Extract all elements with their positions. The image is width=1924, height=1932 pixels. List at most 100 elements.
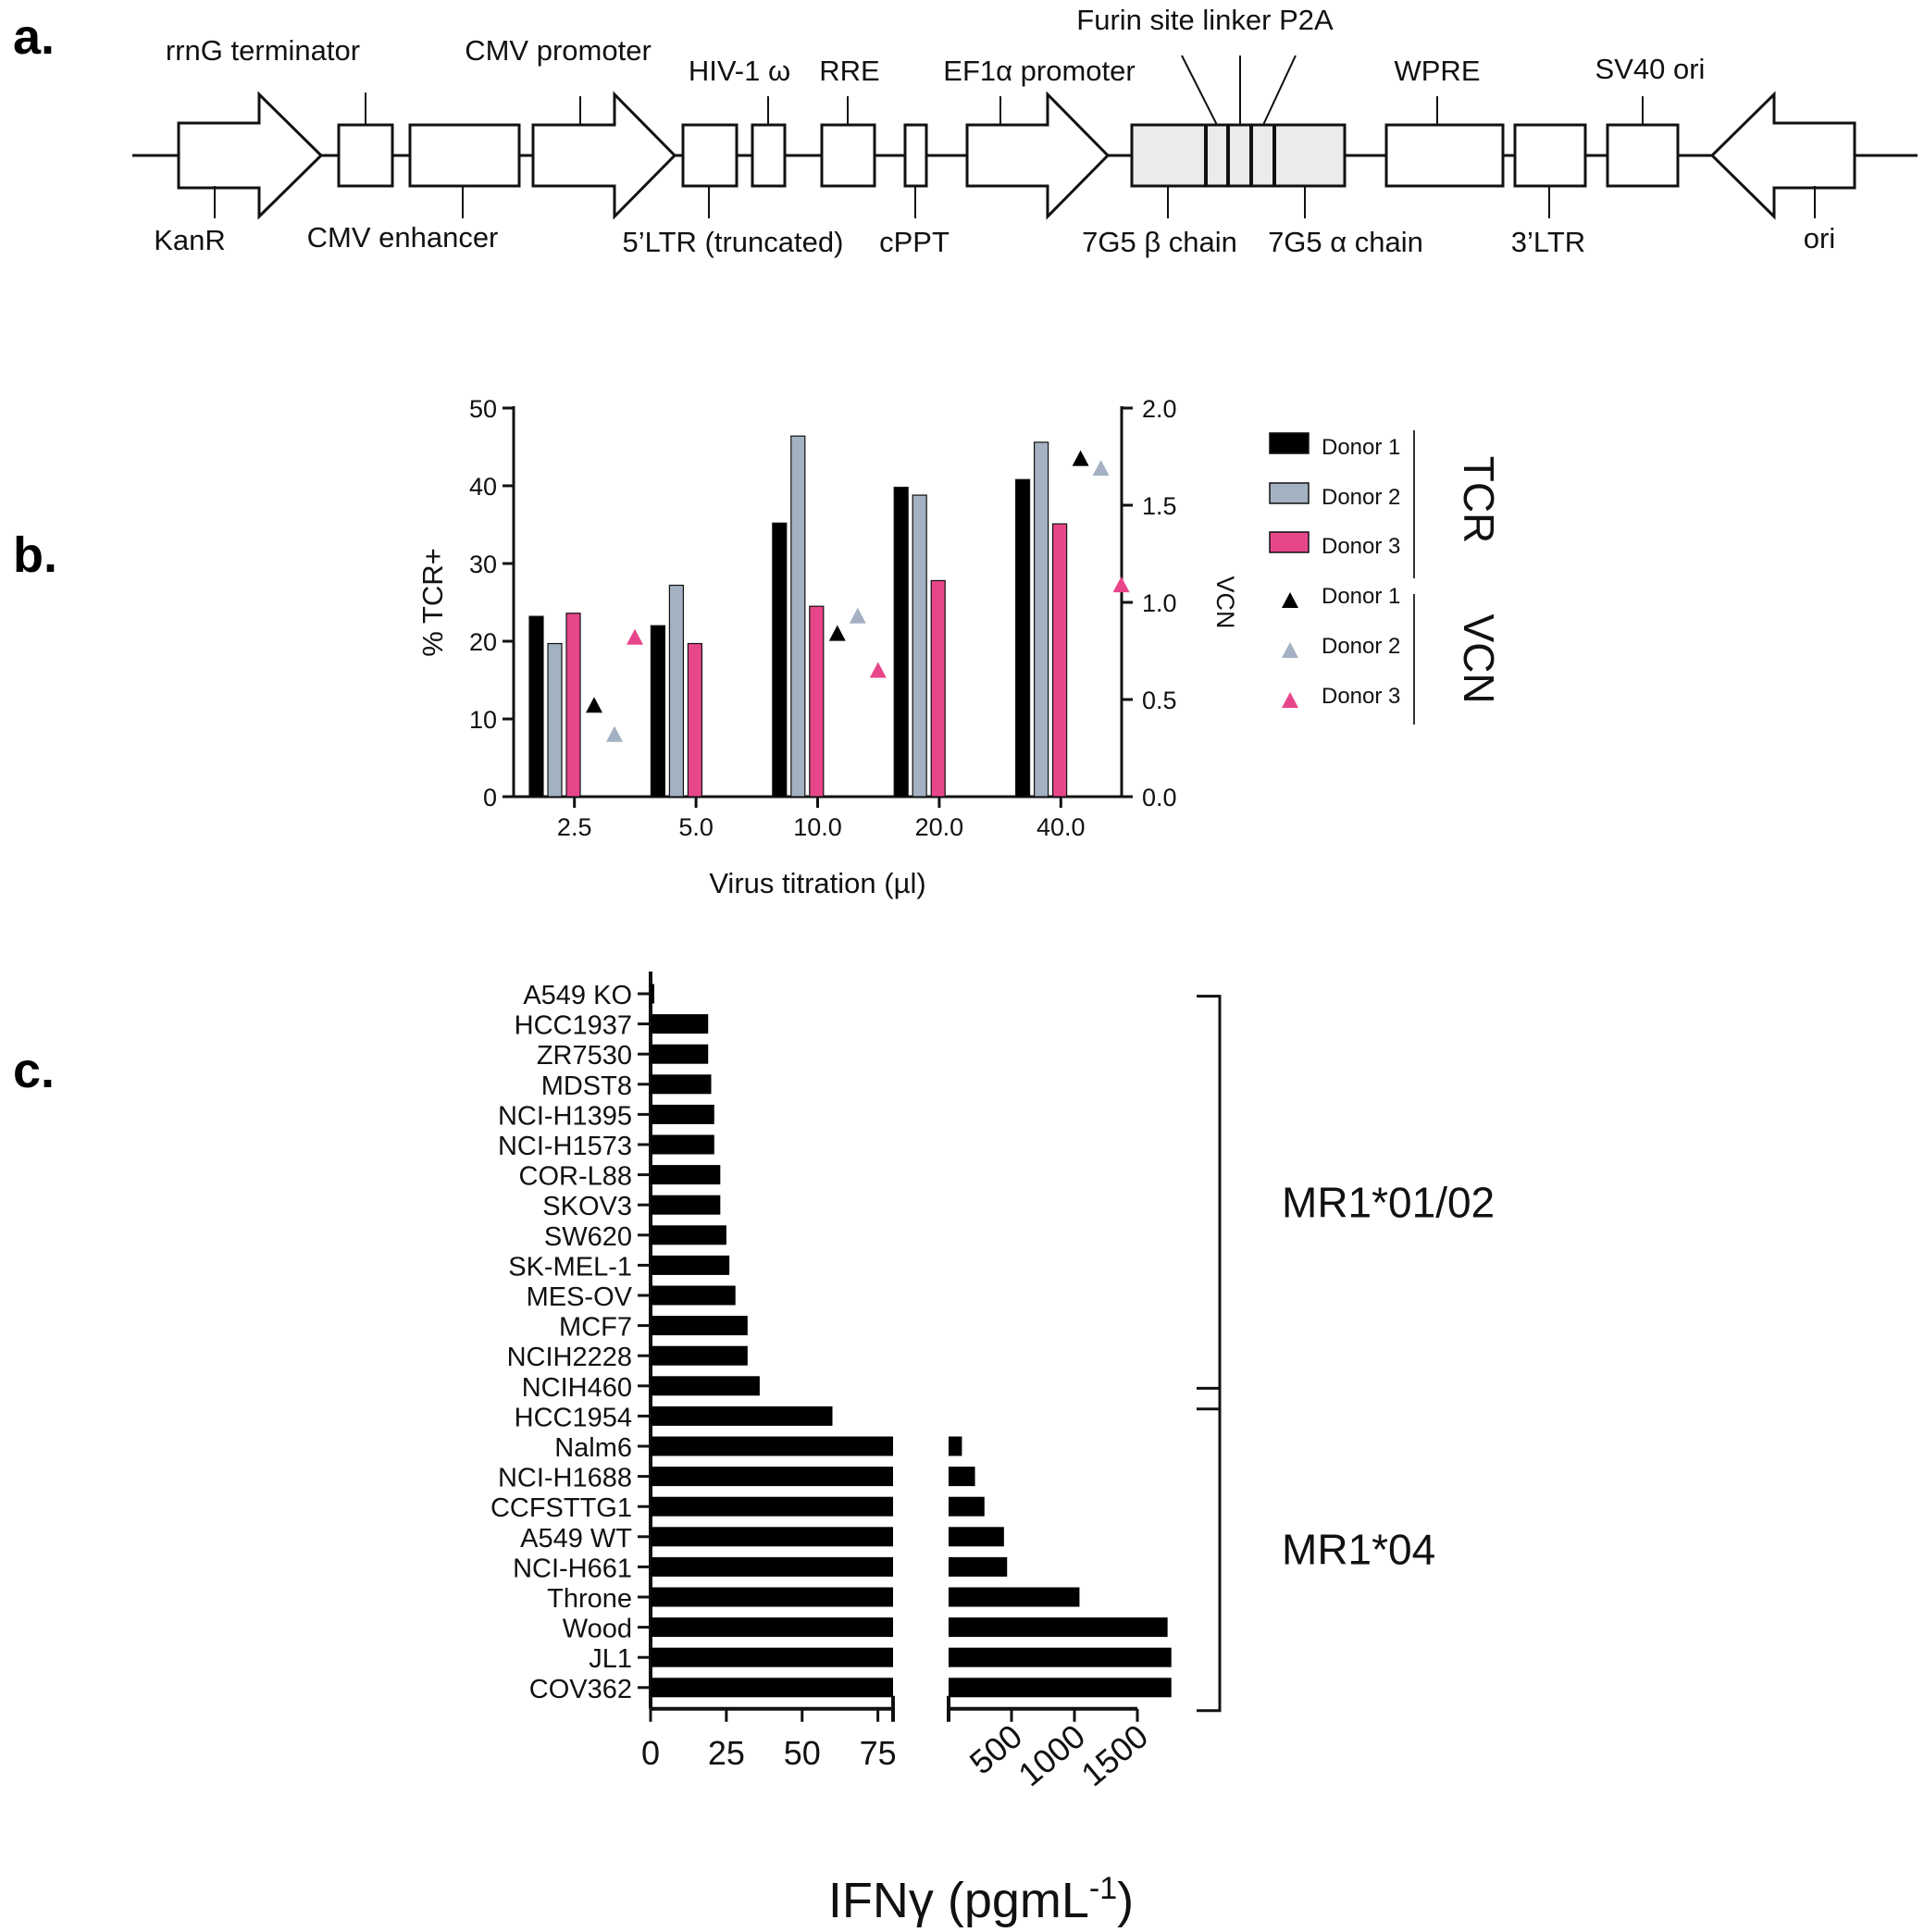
ifng-bar: [651, 1165, 721, 1185]
y2-tick-label: 0.5: [1142, 687, 1177, 714]
ifng-bar-upper: [949, 1587, 1080, 1607]
ifng-bar: [651, 984, 654, 1004]
vcn-marker-donor-3: [869, 662, 887, 678]
sv40-ori-label: SV40 ori: [1595, 53, 1706, 85]
category-label: NCI-H1688: [498, 1464, 632, 1493]
legend-label: Donor 2: [1322, 634, 1400, 659]
vcn-marker-donor-1: [586, 697, 602, 713]
y2-tick-label: 1.5: [1142, 492, 1177, 520]
panel-c-label: c.: [13, 1043, 55, 1098]
tcr-vcn-chart: b. 0 10 20 30 40 50 0.0 0.5 1.0 1.5 2.0 2.5 5.0 10.0 2…: [13, 395, 1503, 899]
ltr5-box: [681, 123, 739, 188]
legend-label: Donor 1: [1322, 584, 1400, 609]
tcr-bar-donor-3: [809, 605, 825, 798]
hiv1-omega-label: HIV-1 ω: [689, 55, 790, 87]
legend-marker-donor-2: [1282, 642, 1298, 658]
tcr-bar-donor-3: [687, 642, 703, 798]
category-label: MCF7: [559, 1313, 632, 1343]
tcr-bar-donor-2: [668, 584, 685, 798]
category-label: Throne: [547, 1584, 632, 1614]
y-axis-title: % TCR+: [416, 548, 449, 656]
tcr-bars: [528, 435, 1068, 798]
cmv-promoter-label: CMV promoter: [465, 34, 652, 67]
ifng-bar: [651, 1104, 714, 1124]
ifng-bar: [651, 1647, 893, 1667]
ifng-bar-upper: [949, 1436, 962, 1456]
ifng-bar: [651, 1678, 893, 1698]
ifng-bar-upper: [949, 1496, 985, 1517]
tcr-bar-donor-1: [893, 487, 909, 798]
tcr-bar-donor-2: [912, 494, 927, 798]
y-tick-label: 10: [469, 706, 497, 734]
y2-tick-label: 2.0: [1142, 395, 1177, 423]
panel-b-label: b.: [13, 527, 57, 583]
panel-a-label: a.: [13, 9, 55, 65]
legend-group-tcr: TCR: [1455, 456, 1503, 544]
legend-swatch-donor-1: [1269, 432, 1310, 454]
legend-marker-donor-3: [1282, 692, 1298, 708]
rrng-terminator-label: rrnG terminator: [166, 34, 360, 67]
rre-box: [820, 123, 876, 188]
cmv-promoter-arrow: [531, 91, 677, 220]
ifng-bar-upper: [949, 1647, 1172, 1667]
tcr-bar-donor-1: [528, 615, 544, 798]
ori-arrow: [1709, 91, 1856, 220]
x-tick-label: 5.0: [678, 813, 714, 841]
y2-axis-title: VCN: [1211, 576, 1239, 628]
category-label: COV362: [529, 1675, 632, 1704]
y-tick-label: 30: [469, 551, 497, 578]
tcr-bar-donor-1: [772, 522, 788, 798]
rre-label: RRE: [819, 55, 879, 87]
ifng-bar: [651, 1316, 748, 1336]
category-label: NCI-H661: [513, 1554, 632, 1583]
cmv-enhancer-label: CMV enhancer: [307, 221, 499, 254]
vcn-marker-donor-2: [1092, 460, 1110, 477]
y2-tick-label: 1.0: [1142, 589, 1177, 617]
category-label: SK-MEL-1: [508, 1252, 632, 1282]
vcn-marker-donor-1: [828, 625, 846, 641]
category-label: NCI-H1573: [498, 1132, 632, 1161]
vcn-marker-donor-3: [1112, 576, 1130, 593]
category-label: HCC1954: [515, 1403, 632, 1432]
tcr-cassette-box: [1130, 123, 1347, 188]
category-label: Wood: [563, 1615, 632, 1644]
tcr-bar-donor-3: [930, 579, 946, 798]
x-tick-label: 40.0: [1036, 813, 1086, 841]
category-label: NCI-H1395: [498, 1101, 632, 1131]
chart-legend: Donor 1 Donor 2 Donor 3 Donor 1 Donor 2 Donor…: [1269, 430, 1503, 724]
ifng-bar: [651, 1556, 893, 1577]
ifng-bar-upper: [949, 1678, 1172, 1698]
vcn-marker-donor-3: [627, 628, 643, 645]
ifng-bar: [651, 1255, 730, 1275]
cppt-box: [903, 123, 928, 188]
cmv-enhancer-box: [408, 123, 521, 188]
ifng-bar-upper: [949, 1617, 1168, 1638]
ltr3-box: [1513, 123, 1587, 188]
beta-chain-label: 7G5 β chain: [1082, 226, 1237, 258]
ifng-bar: [651, 1225, 726, 1245]
tcr-bar-donor-3: [1051, 523, 1068, 798]
ifng-bars: [651, 984, 1172, 1698]
x-tick-label: 50: [784, 1734, 821, 1772]
ltr5-label: 5’LTR (truncated): [623, 226, 844, 258]
x-tick-label: 20.0: [915, 813, 964, 841]
legend-label: Donor 1: [1322, 435, 1400, 460]
category-label: ZR7530: [537, 1041, 632, 1071]
category-label: MES-OV: [527, 1282, 633, 1312]
legend-swatch-donor-2: [1269, 482, 1310, 504]
category-label: NCIH460: [522, 1373, 632, 1403]
ifng-bar-upper: [949, 1527, 1004, 1547]
ifng-bar: [651, 1467, 893, 1487]
category-label: A549 WT: [520, 1524, 632, 1554]
ifng-label-end: ): [1117, 1873, 1134, 1928]
category-label: SW620: [544, 1222, 632, 1252]
x-tick-label: 25: [708, 1734, 745, 1772]
category-label: MDST8: [541, 1071, 632, 1101]
group-label: MR1*04: [1282, 1526, 1435, 1574]
sv40-ori-box: [1606, 123, 1680, 188]
ifng-bar: [651, 1527, 893, 1547]
legend-label: Donor 2: [1322, 485, 1400, 510]
y2-tick-label: 0.0: [1142, 784, 1177, 811]
vcn-marker-donor-2: [849, 607, 866, 624]
